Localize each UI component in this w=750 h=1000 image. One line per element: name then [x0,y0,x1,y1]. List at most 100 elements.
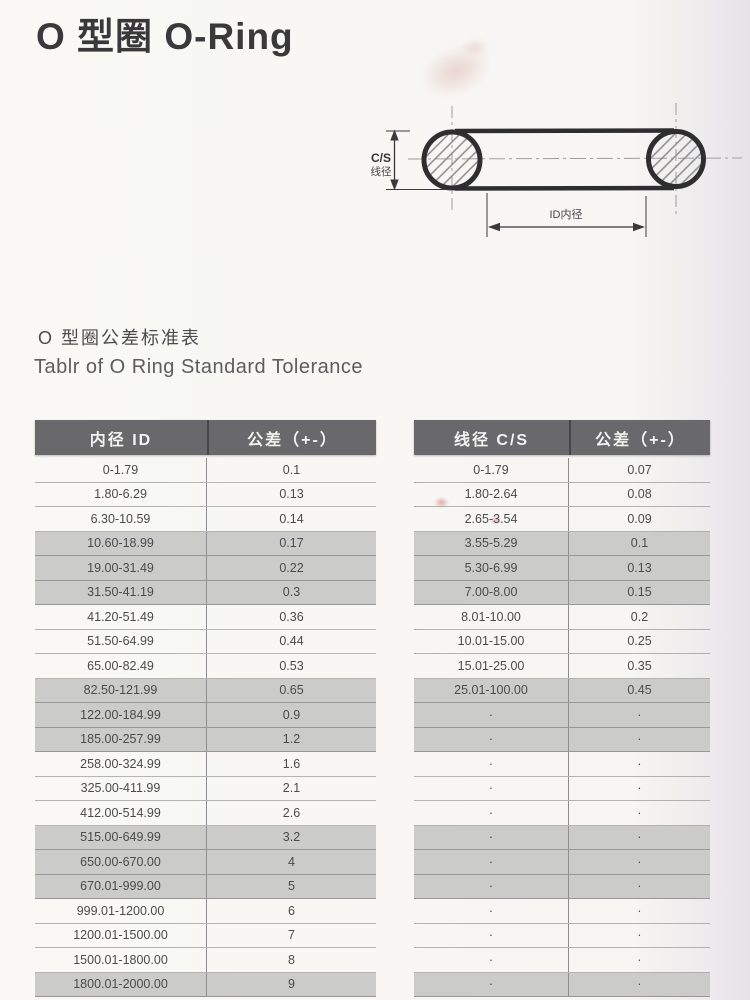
tolerance-cell: 0.45 [627,683,652,698]
column-header-tolerance: 公差（+-） [247,431,338,449]
range-cell: 0-1.79 [35,458,207,482]
table-row: · · [414,850,710,875]
table-row: 19.00-31.49 0.22 [35,556,376,581]
table-row: · · [414,923,710,948]
tolerance-cell: 1.2 [282,732,301,747]
cs-tolerance-table: 线径 C/S 公差（+-） 0-1.79 0.07 1.80-2.64 0.08 2.6… [414,420,710,997]
table-row: 1200.01-1500.00 7 [35,923,376,948]
range-cell: · [414,727,569,751]
table-row: 51.50-64.99 0.44 [35,629,376,654]
tolerance-cell: 0.25 [627,634,652,649]
range-cell: 1500.01-1800.00 [35,948,207,972]
tolerance-cell: 0.15 [627,585,652,600]
table-row: · · [414,825,710,850]
range-cell: 6.30-10.59 [35,507,207,531]
tolerance-cell: 0.14 [279,511,304,526]
id-table-header: 内径 ID 公差（+-） [35,420,376,455]
tolerance-cell: · [637,830,642,845]
table-row: 325.00-411.99 2.1 [35,776,376,801]
tolerance-cell: 8 [288,952,295,967]
left-cross-section-circle [421,129,483,191]
range-cell: · [414,923,569,947]
table-row: 8.01-10.00 0.2 [414,605,710,630]
table-row: 0-1.79 0.07 [414,458,710,483]
range-cell: 41.20-51.49 [35,605,207,629]
tolerance-cell: 2.1 [282,781,301,796]
range-cell: · [414,874,569,898]
range-cell: 0-1.79 [414,458,569,482]
tolerance-cell: 0.22 [279,560,304,575]
table-row: 1.80-2.64 0.08 [414,482,710,507]
table-row: · · [414,874,710,899]
tolerance-cell: 0.13 [627,560,652,575]
table-row: 15.01-25.00 0.35 [414,654,710,679]
range-cell: 670.01-999.00 [35,874,207,898]
table-row: 1.80-6.29 0.13 [35,482,376,507]
range-cell: · [414,850,569,874]
table-title-zh: O 型圈公差标准表 [38,328,202,348]
column-header-cross-section: 线径 C/S [414,420,571,455]
range-cell: 122.00-184.99 [35,703,207,727]
range-cell: · [414,972,569,996]
table-row: 7.00-8.00 0.15 [414,580,710,605]
table-row: 1800.01-2000.00 9 [35,972,376,997]
table-row: 0-1.79 0.1 [35,458,376,483]
table-row: 412.00-514.99 2.6 [35,801,376,826]
range-cell: 3.55-5.29 [414,531,569,555]
tolerance-cell: 7 [288,928,295,943]
table-row: · · [414,801,710,826]
tolerance-cell: · [637,854,642,869]
table-row: 82.50-121.99 0.65 [35,678,376,703]
tolerance-cell: · [637,903,642,918]
table-row: 65.00-82.49 0.53 [35,654,376,679]
tolerance-cell: 4 [288,854,295,869]
right-cross-section-circle [646,129,706,189]
range-cell: · [414,948,569,972]
range-cell: 8.01-10.00 [414,605,569,629]
range-cell: 7.00-8.00 [414,580,569,604]
range-cell: · [414,825,569,849]
column-header-inner-diameter: 内径 ID [35,420,209,455]
range-cell: · [414,899,569,923]
cs-label-zh: 线径 [371,165,392,178]
column-header-tolerance: 公差（+-） [595,431,686,449]
table-row: 5.30-6.99 0.13 [414,556,710,581]
table-row: 258.00-324.99 1.6 [35,752,376,777]
range-cell: 82.50-121.99 [35,678,207,702]
range-cell: 1200.01-1500.00 [35,923,207,947]
range-cell: 650.00-670.00 [35,850,207,874]
tolerance-cell: 0.35 [627,658,652,673]
tolerance-cell: 0.07 [627,462,652,477]
tolerance-cell: 0.36 [279,609,304,624]
range-cell: 51.50-64.99 [35,629,207,653]
table-row: · · [414,727,710,752]
range-cell: 185.00-257.99 [35,727,207,751]
range-cell: · [414,801,569,825]
id-arrowhead-right [633,222,645,232]
table-row: · · [414,752,710,777]
tolerance-cell: · [637,781,642,796]
tolerance-cell: 9 [288,977,295,992]
table-row: 31.50-41.19 0.3 [35,580,376,605]
table-row: 1500.01-1800.00 8 [35,948,376,973]
range-cell: 412.00-514.99 [35,801,207,825]
table-row: 650.00-670.00 4 [35,850,376,875]
tolerance-cell: · [637,732,642,747]
range-cell: 19.00-31.49 [35,556,207,580]
range-cell: 5.30-6.99 [414,556,569,580]
oring-bottom-edge [454,185,675,191]
tolerance-cell: 0.2 [630,609,649,624]
tolerance-cell: · [637,928,642,943]
table-row: · · [414,703,710,728]
cs-label: C/S [371,151,391,165]
range-cell: 999.01-1200.00 [35,899,207,923]
id-table-body: 0-1.79 0.1 1.80-6.29 0.13 6.30-10.59 0.14 10.6… [35,458,376,997]
tolerance-cell: 0.17 [279,536,304,551]
table-row: 670.01-999.00 5 [35,874,376,899]
table-row: 25.01-100.00 0.45 [414,678,710,703]
tolerance-cell: 0.44 [279,634,304,649]
tolerance-cell: 0.53 [279,658,304,673]
cs-arrowhead-up [390,129,399,141]
oring-dimension-diagram: C/S 线径 ID内径 [371,103,743,237]
range-cell: 10.01-15.00 [414,629,569,653]
